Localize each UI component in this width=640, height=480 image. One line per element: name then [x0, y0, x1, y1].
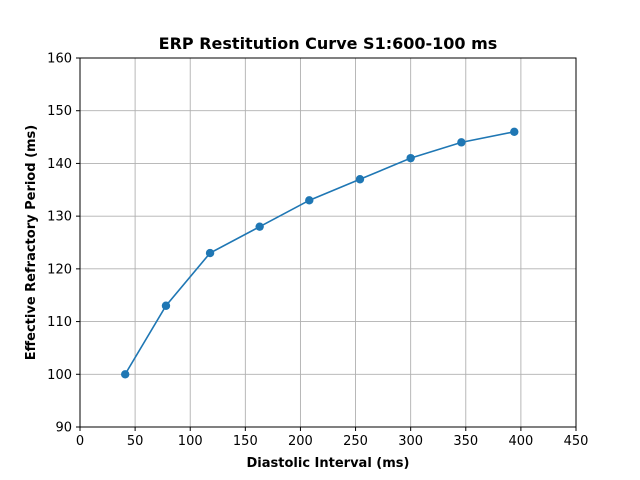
y-tick-label: 130	[47, 210, 72, 225]
data-point	[355, 175, 365, 184]
x-tick-label: 200	[288, 434, 313, 449]
y-tick-label: 100	[47, 368, 72, 383]
y-tick-label: 150	[47, 104, 72, 119]
x-tick-label: 150	[233, 434, 258, 449]
data-point	[255, 222, 264, 231]
chart-title: ERP Restitution Curve S1:600-100 ms	[159, 34, 498, 53]
x-tick-label: 400	[508, 434, 533, 449]
x-axis-label: Diastolic Interval (ms)	[247, 456, 410, 471]
y-tick-label: 120	[47, 262, 72, 277]
data-point	[457, 138, 466, 147]
series-layer	[120, 127, 519, 379]
x-tick-label: 0	[76, 434, 84, 449]
x-tick-label: 350	[453, 434, 478, 449]
data-point	[406, 153, 415, 163]
x-tick-label: 300	[398, 434, 423, 449]
y-tick-label: 90	[55, 421, 72, 436]
grid-layer	[79, 57, 577, 428]
plot-frame	[79, 57, 577, 428]
data-point	[120, 370, 130, 379]
series-line	[124, 131, 515, 375]
y-tick-label: 160	[47, 52, 72, 67]
data-point	[161, 301, 171, 310]
x-tick-label: 250	[343, 434, 368, 449]
y-axis-label: Effective Refractory Period (ms)	[24, 125, 39, 361]
x-tick-label: 450	[564, 434, 589, 449]
x-tick-label: 100	[178, 434, 203, 449]
y-tick-label: 140	[47, 157, 72, 172]
data-point	[305, 196, 314, 205]
y-tick-label: 110	[47, 315, 72, 330]
data-point	[205, 248, 215, 258]
x-tick-label: 50	[127, 434, 144, 449]
data-point	[510, 127, 519, 136]
tick-layer: 0 50 100 150 200 250 300 350 400 450 90 100 110 120 13…	[47, 52, 588, 450]
